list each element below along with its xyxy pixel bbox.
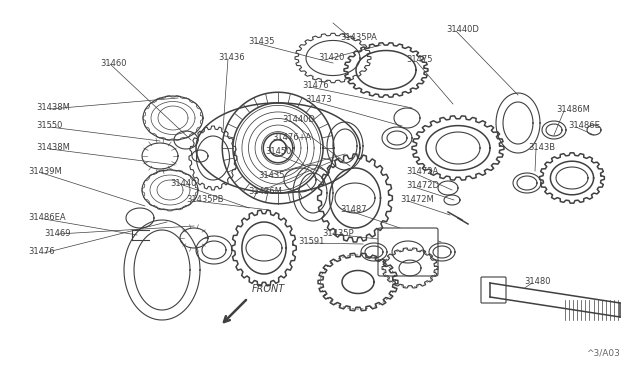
Text: 31435: 31435 bbox=[248, 38, 275, 46]
Text: 31435PA: 31435PA bbox=[340, 33, 377, 42]
Text: 31550: 31550 bbox=[36, 122, 62, 131]
Text: 31439M: 31439M bbox=[28, 167, 61, 176]
Text: 31435: 31435 bbox=[258, 170, 285, 180]
Text: 31440D: 31440D bbox=[446, 26, 479, 35]
FancyBboxPatch shape bbox=[378, 228, 438, 276]
Text: 31435PB: 31435PB bbox=[186, 196, 223, 205]
Text: 31436: 31436 bbox=[218, 54, 244, 62]
Text: 31440D: 31440D bbox=[282, 115, 315, 125]
Text: 31450: 31450 bbox=[265, 148, 291, 157]
Text: FRONT: FRONT bbox=[252, 284, 285, 294]
Polygon shape bbox=[330, 168, 381, 228]
Text: 31476: 31476 bbox=[302, 81, 328, 90]
Text: 31438M: 31438M bbox=[36, 103, 70, 112]
Polygon shape bbox=[142, 170, 198, 210]
Text: 31469: 31469 bbox=[44, 228, 70, 237]
Polygon shape bbox=[143, 96, 203, 140]
Text: ^3/A03: ^3/A03 bbox=[586, 349, 620, 358]
Polygon shape bbox=[150, 175, 190, 205]
Polygon shape bbox=[550, 161, 594, 195]
Text: 31486M: 31486M bbox=[556, 106, 590, 115]
Text: 31480: 31480 bbox=[524, 278, 550, 286]
Text: 31476+A: 31476+A bbox=[272, 132, 311, 141]
Text: 31473: 31473 bbox=[305, 96, 332, 105]
Text: 31436M: 31436M bbox=[248, 187, 282, 196]
Polygon shape bbox=[151, 102, 195, 135]
Text: 31472A: 31472A bbox=[406, 167, 438, 176]
Text: 31420: 31420 bbox=[318, 54, 344, 62]
Text: 31486EA: 31486EA bbox=[28, 214, 66, 222]
Text: 31472D: 31472D bbox=[406, 182, 439, 190]
Polygon shape bbox=[426, 126, 490, 170]
Text: 31460: 31460 bbox=[100, 58, 127, 67]
Text: 31438M: 31438M bbox=[36, 144, 70, 153]
Text: 31476: 31476 bbox=[28, 247, 54, 257]
Polygon shape bbox=[242, 222, 286, 274]
Polygon shape bbox=[356, 51, 416, 90]
Polygon shape bbox=[490, 283, 620, 317]
Text: 31487: 31487 bbox=[340, 205, 367, 215]
Text: 31475: 31475 bbox=[406, 55, 433, 64]
Polygon shape bbox=[482, 278, 505, 302]
Text: 31440: 31440 bbox=[170, 179, 196, 187]
Text: 3143B: 3143B bbox=[528, 144, 555, 153]
Text: 31435P: 31435P bbox=[322, 228, 354, 237]
Text: 31591: 31591 bbox=[298, 237, 324, 247]
Polygon shape bbox=[196, 103, 360, 193]
Polygon shape bbox=[306, 41, 360, 76]
Polygon shape bbox=[318, 253, 398, 311]
Text: 31472M: 31472M bbox=[400, 196, 434, 205]
Polygon shape bbox=[196, 136, 230, 180]
Text: 31486E: 31486E bbox=[568, 122, 600, 131]
Polygon shape bbox=[382, 248, 438, 288]
